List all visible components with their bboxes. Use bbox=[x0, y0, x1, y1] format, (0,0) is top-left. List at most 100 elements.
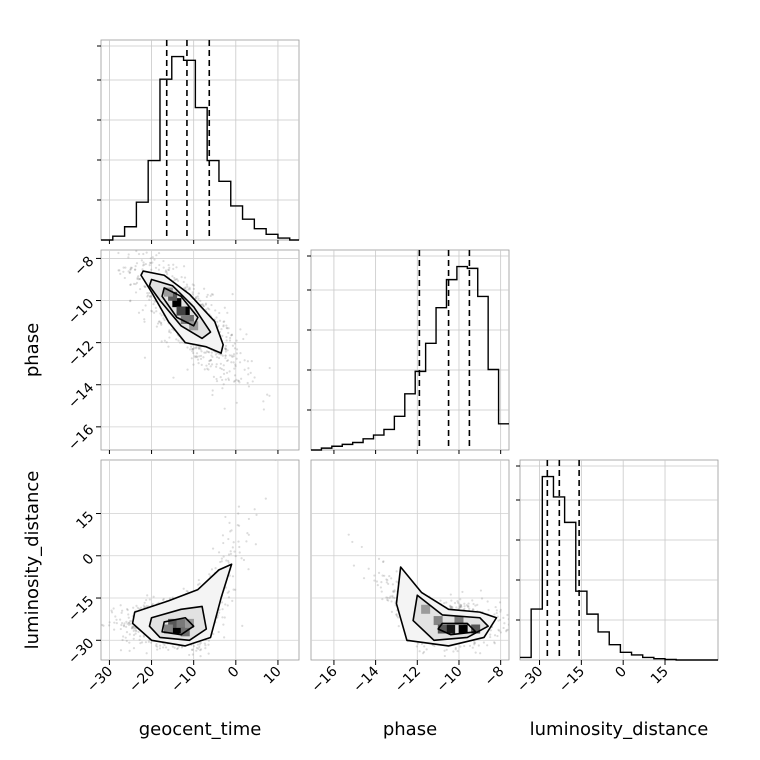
sample-point bbox=[225, 359, 229, 363]
sample-point bbox=[224, 347, 227, 351]
sample-point bbox=[168, 597, 172, 600]
sample-point bbox=[204, 644, 207, 647]
sample-point bbox=[467, 605, 470, 608]
sample-point bbox=[225, 326, 228, 329]
density-cell bbox=[168, 618, 178, 628]
sample-point bbox=[163, 339, 166, 342]
sample-point bbox=[182, 587, 185, 590]
sample-point bbox=[191, 648, 194, 651]
sample-point bbox=[231, 575, 235, 578]
sample-point bbox=[225, 371, 229, 374]
sample-point bbox=[112, 607, 115, 610]
panel-frame bbox=[310, 459, 510, 661]
density-cell bbox=[163, 624, 173, 634]
sample-point bbox=[390, 600, 393, 603]
y-tick-label: 0 bbox=[80, 551, 98, 569]
sample-point bbox=[224, 603, 227, 606]
sample-point bbox=[184, 286, 187, 289]
sample-point bbox=[459, 598, 462, 601]
sample-point bbox=[154, 644, 158, 647]
sample-point bbox=[163, 643, 166, 647]
sample-point bbox=[241, 624, 244, 627]
sample-point bbox=[199, 641, 202, 645]
sample-point bbox=[227, 561, 230, 564]
sample-point bbox=[460, 605, 463, 609]
sample-point bbox=[129, 232, 131, 234]
sample-point bbox=[219, 376, 222, 379]
panel-content bbox=[101, 460, 277, 658]
sample-point bbox=[465, 604, 468, 607]
sample-point bbox=[150, 295, 153, 298]
sample-point bbox=[385, 578, 388, 581]
sample-point bbox=[142, 604, 145, 607]
sample-point bbox=[232, 353, 236, 356]
sample-point bbox=[376, 584, 379, 587]
sample-point bbox=[197, 347, 200, 350]
sample-point bbox=[175, 266, 178, 269]
histogram-panel-luminosity_distance bbox=[516, 459, 719, 661]
sample-point bbox=[417, 642, 420, 645]
sample-point bbox=[192, 348, 195, 351]
x-axis-label: geocent_time bbox=[139, 719, 262, 740]
sample-point bbox=[222, 368, 225, 372]
sample-point bbox=[433, 644, 436, 648]
sample-point bbox=[184, 287, 187, 290]
sample-point bbox=[455, 606, 458, 609]
sample-point bbox=[138, 287, 142, 291]
sample-point bbox=[146, 295, 149, 298]
sample-point bbox=[204, 303, 207, 306]
x-axis-label: luminosity_distance bbox=[530, 719, 709, 740]
panel-frame bbox=[310, 249, 510, 451]
sample-point bbox=[231, 293, 234, 296]
sample-point bbox=[157, 320, 161, 323]
sample-point bbox=[222, 320, 225, 323]
sample-point bbox=[167, 268, 170, 271]
density-cell bbox=[176, 306, 186, 316]
sample-point bbox=[459, 605, 463, 608]
sample-point bbox=[499, 608, 502, 611]
sample-point bbox=[114, 615, 117, 618]
sample-point bbox=[168, 336, 171, 339]
sample-point bbox=[126, 608, 129, 612]
sample-point bbox=[149, 295, 152, 298]
sample-point bbox=[167, 345, 170, 348]
sample-point bbox=[129, 266, 133, 269]
sample-point bbox=[207, 350, 210, 354]
sample-point bbox=[211, 355, 214, 359]
sample-point bbox=[143, 605, 146, 609]
sample-point bbox=[124, 636, 127, 639]
sample-point bbox=[231, 355, 234, 358]
contour-line bbox=[131, 563, 233, 647]
sample-point bbox=[127, 623, 131, 626]
sample-point bbox=[215, 365, 218, 368]
sample-point bbox=[135, 250, 138, 253]
sample-point bbox=[198, 355, 201, 358]
sample-point bbox=[186, 285, 189, 288]
sample-point bbox=[142, 264, 145, 267]
sample-point bbox=[162, 597, 165, 601]
sample-point bbox=[191, 283, 194, 286]
sample-point bbox=[225, 324, 228, 327]
sample-point bbox=[255, 513, 258, 516]
sample-point bbox=[121, 245, 123, 247]
density-cell bbox=[184, 618, 194, 628]
sample-point bbox=[186, 346, 189, 349]
sample-point bbox=[247, 385, 251, 388]
sample-point bbox=[495, 609, 498, 612]
sample-point bbox=[513, 619, 515, 621]
sample-point bbox=[187, 288, 190, 291]
sample-point bbox=[493, 613, 496, 616]
sample-point bbox=[496, 615, 499, 618]
sample-point bbox=[155, 254, 158, 257]
sample-point bbox=[186, 368, 189, 371]
sample-point bbox=[122, 624, 126, 627]
sample-point bbox=[198, 582, 201, 585]
sample-point bbox=[264, 497, 267, 500]
sample-point bbox=[120, 623, 123, 627]
sample-point bbox=[235, 348, 239, 351]
sample-point bbox=[138, 638, 141, 641]
sample-point bbox=[158, 644, 162, 647]
panel-frame bbox=[100, 249, 300, 451]
sample-point bbox=[158, 263, 161, 267]
sample-point bbox=[141, 241, 143, 243]
